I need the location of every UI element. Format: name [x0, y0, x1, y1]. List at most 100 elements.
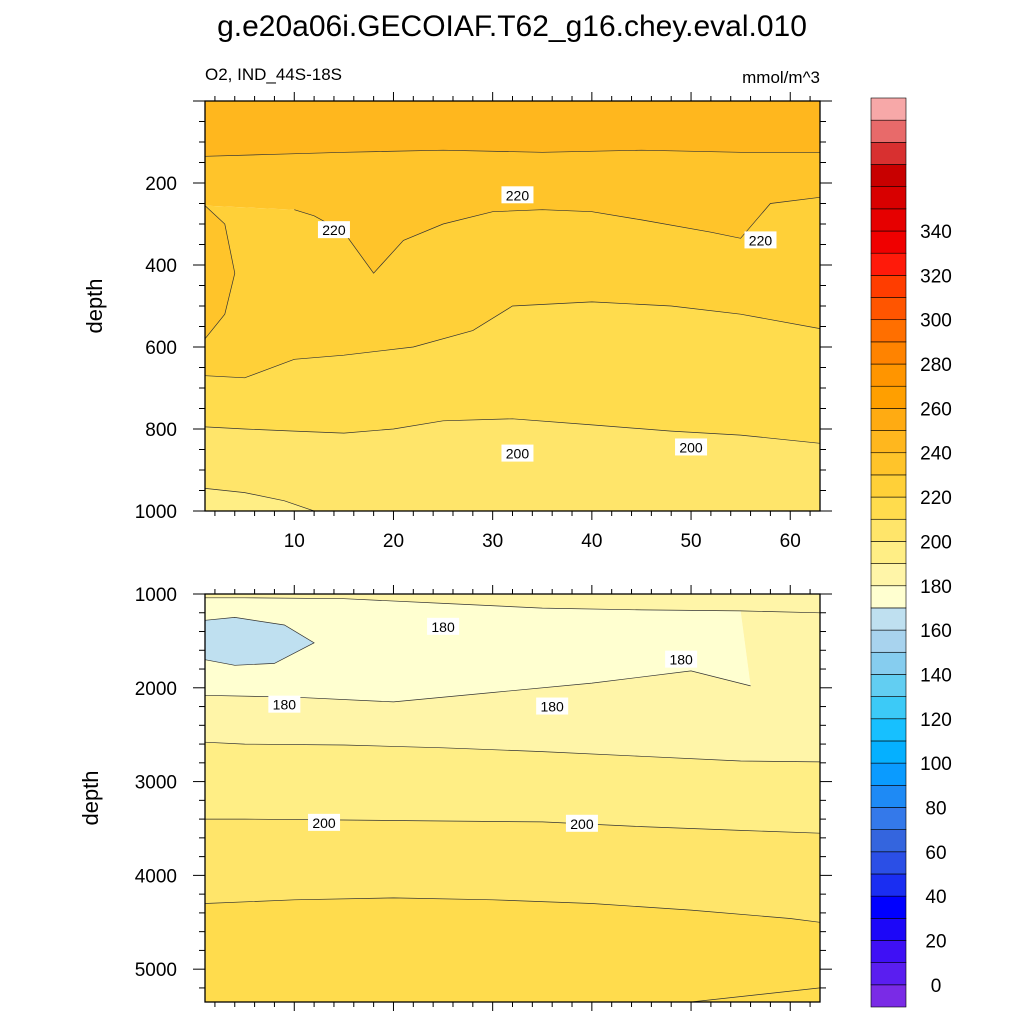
lower-panel-y-axis-label: depth [78, 770, 103, 825]
svg-text:180: 180 [540, 699, 564, 715]
contour-line [205, 149, 820, 157]
contour-value-label: 200 [675, 438, 708, 456]
colorbar-tick-label: 40 [925, 887, 946, 908]
colorbar-swatch [870, 740, 907, 764]
colorbar-tick-label: 200 [920, 532, 952, 553]
svg-text:200: 200 [570, 816, 594, 832]
colorbar-swatch [870, 474, 907, 498]
svg-text:180: 180 [669, 652, 693, 668]
colorbar-swatch [870, 563, 907, 587]
contour-line [205, 301, 820, 379]
y-tick-label: 400 [145, 256, 177, 277]
y-tick-label: 1000 [135, 585, 177, 606]
variable-region-label: O2, IND_44S-18S [205, 65, 342, 84]
colorbar-swatch [870, 629, 907, 653]
contour-line [205, 818, 820, 834]
y-tick-label: 800 [145, 420, 177, 441]
colorbar-tick-label: 140 [920, 665, 952, 686]
colorbar-tick-label: 340 [920, 222, 952, 243]
contour-value-label: 180 [665, 650, 698, 668]
contour-fill-layer: 220 220 220 200 200 [205, 101, 820, 511]
colorbar-swatch [870, 718, 907, 742]
colorbar-swatch [870, 541, 907, 564]
contour-value-label: 200 [308, 813, 341, 831]
x-tick-label: 10 [284, 531, 305, 552]
colorbar-swatch [870, 430, 907, 454]
contour-line [205, 418, 820, 444]
colorbar-tick-label: 240 [920, 444, 952, 465]
colorbar: 0 20 40 60 80 100 120 140 160 180 200 220 240 260 280 3… [870, 97, 952, 1008]
upper-depth-panel: 220 220 220 200 200 10 20 30 40 50 60 200 400 600 800 1… [135, 92, 832, 552]
colorbar-tick-label: 180 [920, 577, 952, 598]
y-tick-label: 3000 [135, 773, 177, 794]
svg-text:200: 200 [506, 446, 530, 462]
contour-line [690, 987, 820, 1002]
units-label: mmol/m^3 [742, 68, 820, 87]
colorbar-swatch [870, 518, 907, 542]
colorbar-tick-label: 100 [920, 754, 952, 775]
contour-value-label: 180 [536, 697, 569, 715]
contour-band-210-220 [205, 301, 820, 444]
colorbar-tick-label: 60 [925, 843, 946, 864]
colorbar-swatch [870, 119, 907, 143]
colorbar-swatch [870, 142, 907, 165]
svg-text:200: 200 [679, 439, 703, 455]
colorbar-swatch [870, 186, 907, 210]
colorbar-swatch [870, 363, 907, 387]
colorbar-swatch [870, 341, 907, 365]
contour-value-label: 180 [268, 695, 301, 713]
svg-text:180: 180 [431, 619, 455, 635]
colorbar-swatch [870, 275, 907, 298]
colorbar-tick-label: 0 [931, 976, 942, 997]
x-tick-label: 20 [383, 531, 404, 552]
colorbar-tick-label: 160 [920, 621, 952, 642]
svg-text:220: 220 [506, 187, 530, 203]
colorbar-swatch [870, 452, 907, 476]
colorbar-swatch [870, 918, 907, 941]
colorbar-swatch [870, 164, 907, 187]
contour-value-label: 220 [501, 186, 534, 204]
colorbar-tick-label: 300 [920, 311, 952, 332]
y-tick-label: 2000 [135, 679, 177, 700]
contour-band-160-170 [205, 617, 315, 666]
colorbar-swatch [870, 97, 907, 121]
x-tick-label: 30 [482, 531, 503, 552]
contour-fill-layer: 180 180 180 180 200 200 [205, 594, 820, 1002]
colorbar-swatch [870, 807, 907, 830]
colorbar-swatch [870, 385, 907, 409]
colorbar-swatch [870, 851, 907, 875]
colorbar-swatch [870, 230, 907, 254]
contour-line [205, 897, 820, 923]
contour-band-230-240 [205, 205, 235, 339]
contour-band-170-180 [205, 597, 751, 702]
lower-depth-panel: 180 180 180 180 200 200 1000 2000 3000 4000 5000 [135, 585, 832, 1011]
colorbar-tick-label: 80 [925, 798, 946, 819]
colorbar-swatch [870, 297, 907, 321]
colorbar-swatch [870, 829, 907, 853]
contour-band-180-190 [205, 610, 820, 762]
contour-band-180-190 [205, 594, 820, 613]
contour-value-label: 200 [565, 814, 598, 832]
upper-panel-y-axis-label: depth [82, 278, 107, 333]
contour-band-220-230 [205, 197, 820, 378]
colorbar-swatch [870, 607, 907, 631]
colorbar-swatch [870, 252, 907, 276]
x-tick-label: 60 [780, 531, 801, 552]
y-tick-label: 200 [145, 174, 177, 195]
colorbar-swatch [870, 895, 907, 919]
colorbar-swatch [870, 319, 907, 343]
colorbar-swatch [870, 784, 907, 808]
colorbar-swatch [870, 984, 907, 1008]
colorbar-tick-label: 320 [920, 266, 952, 287]
y-tick-label: 4000 [135, 866, 177, 887]
x-tick-label: 40 [581, 531, 602, 552]
contour-line [294, 196, 820, 274]
colorbar-swatch [870, 496, 907, 520]
contour-band-210-220 [205, 897, 820, 1002]
colorbar-swatch [870, 651, 907, 675]
y-tick-label: 600 [145, 338, 177, 359]
colorbar-swatch [870, 940, 907, 963]
svg-text:200: 200 [312, 815, 336, 831]
colorbar-swatch [870, 762, 907, 786]
